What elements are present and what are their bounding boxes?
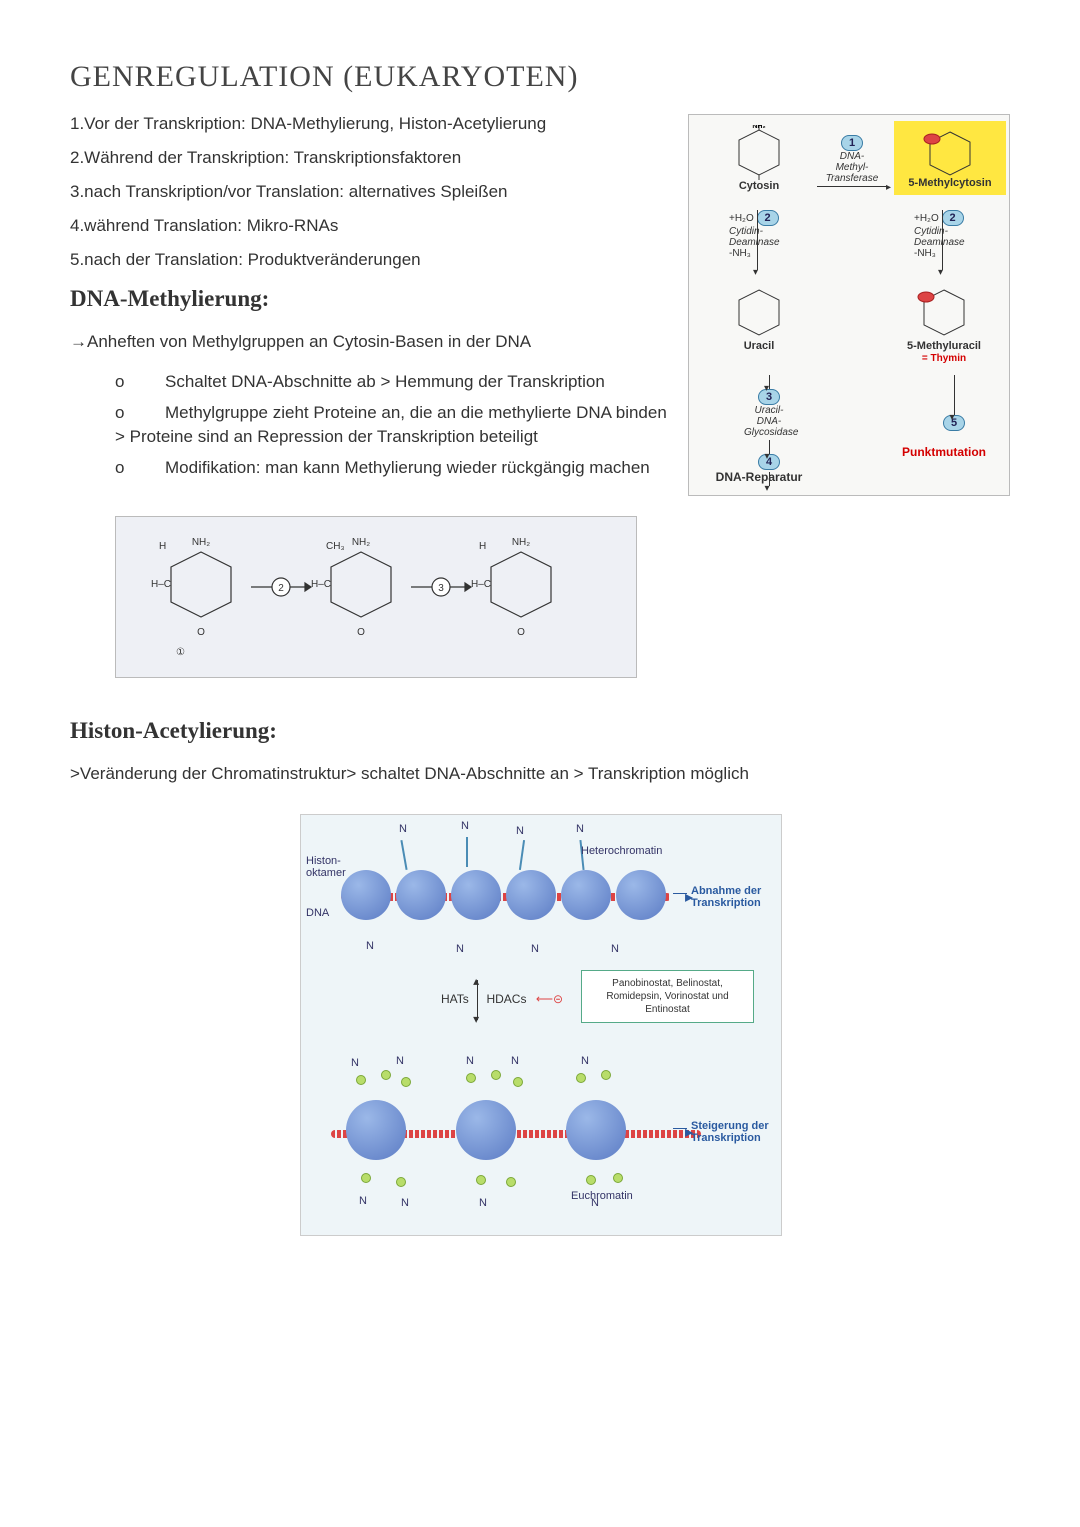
enzyme-label: Cytidin- Deaminase — [729, 226, 780, 248]
figure-histone-acetylation: N N N N N N N N Histon- oktamer DNA Hete… — [300, 814, 780, 1234]
list-item: 5.nach der Translation: Produktveränderu… — [70, 250, 668, 270]
section-heading-methylation: DNA-Methylierung: — [70, 286, 668, 312]
sub-item: Modifikation: man kann Methylierung wied… — [165, 458, 650, 477]
end-label-mutation: Punktmutation — [889, 445, 999, 459]
label-heterochromatin: Heterochromatin — [581, 845, 662, 857]
intro-line: →Anheften von Methylgruppen an Cytosin-B… — [70, 332, 668, 352]
mol-label: 5-Methyluracil — [907, 340, 981, 352]
product: -NH₃ — [914, 248, 936, 259]
label-euchromatin: Euchromatin — [571, 1190, 633, 1202]
sub-list: oSchaltet DNA-Abschnitte ab > Hemmung de… — [115, 370, 668, 481]
page-title: GENREGULATION (EUKARYOTEN) — [70, 60, 1010, 94]
svg-text:H: H — [159, 541, 166, 552]
svg-text:NH₂: NH₂ — [192, 537, 210, 548]
list-item: 2.Während der Transkription: Transkripti… — [70, 148, 668, 168]
mol-label: Cytosin — [739, 180, 779, 192]
svg-text:CH₃: CH₃ — [326, 541, 345, 552]
label-histonoktamer: Histon- oktamer — [306, 855, 346, 879]
list-item: 4.während Translation: Mikro-RNAs — [70, 216, 668, 236]
label-abnahme: Abnahme der Transkription — [691, 885, 761, 909]
svg-text:H–C: H–C — [471, 579, 491, 590]
svg-text:H–C: H–C — [151, 579, 171, 590]
mol-label: 5-Methylcytosin — [908, 177, 991, 189]
svg-text:NH₂: NH₂ — [752, 125, 765, 130]
svg-text:NH₂: NH₂ — [512, 537, 530, 548]
sub-item: Schaltet DNA-Abschnitte ab > Hemmung der… — [165, 372, 605, 391]
regulation-list: 1.Vor der Transkription: DNA-Methylierun… — [70, 114, 668, 270]
step-badge: 1 — [841, 135, 863, 151]
product: -NH₃ — [729, 248, 751, 259]
svg-text:3: 3 — [438, 583, 444, 594]
step-badge: 2 — [942, 210, 964, 226]
enzyme-hdacs: HDACs — [486, 992, 526, 1006]
mol-label: Uracil — [744, 340, 775, 352]
figure-methylation-pathway: NH₂ Cytosin 1 DNA- Methyl- Transferase ▸… — [688, 114, 1010, 496]
end-label: DNA-Reparatur — [699, 470, 819, 484]
svg-text:O: O — [357, 627, 365, 638]
thymin-label: = Thymin — [922, 353, 966, 364]
acetylation-text: >Veränderung der Chromatinstruktur> scha… — [70, 764, 1010, 784]
svg-text:2: 2 — [278, 583, 284, 594]
list-item: 3.nach Transkription/vor Translation: al… — [70, 182, 668, 202]
figure-cytosine-structures: NH₂ H H–C O ① 2 NH₂ CH₃ H–C O 3 NH₂ H H–C O — [115, 516, 637, 678]
svg-text:O: O — [517, 627, 525, 638]
svg-text:H: H — [479, 541, 486, 552]
enzyme-label: Uracil-DNA- Glycosidase — [744, 405, 798, 438]
inhibitor-box: Panobinostat, Belinostat, Romidepsin, Vo… — [581, 970, 754, 1023]
sub-item: Methylgruppe zieht Proteine an, die an d… — [115, 403, 667, 447]
enzyme-hats: HATs — [441, 992, 469, 1006]
label-steigerung: Steigerung der Transkription — [691, 1120, 769, 1144]
reactant: +H₂O — [729, 213, 754, 224]
svg-text:①: ① — [176, 647, 185, 658]
enzyme-label: Cytidin- Deaminase — [914, 226, 965, 248]
reactant: +H₂O — [914, 213, 939, 224]
svg-text:NH₂: NH₂ — [352, 537, 370, 548]
chem-structures-svg: NH₂ H H–C O ① 2 NH₂ CH₃ H–C O 3 NH₂ H H–C O — [116, 517, 636, 677]
svg-text:H–C: H–C — [311, 579, 331, 590]
section-heading-acetylation: Histon-Acetylierung: — [70, 718, 1010, 744]
svg-text:O: O — [197, 627, 205, 638]
step-badge: 2 — [757, 210, 779, 226]
list-item: 1.Vor der Transkription: DNA-Methylierun… — [70, 114, 668, 134]
label-dna: DNA — [306, 907, 329, 919]
enzyme-label: DNA- Methyl- Transferase — [826, 151, 879, 184]
